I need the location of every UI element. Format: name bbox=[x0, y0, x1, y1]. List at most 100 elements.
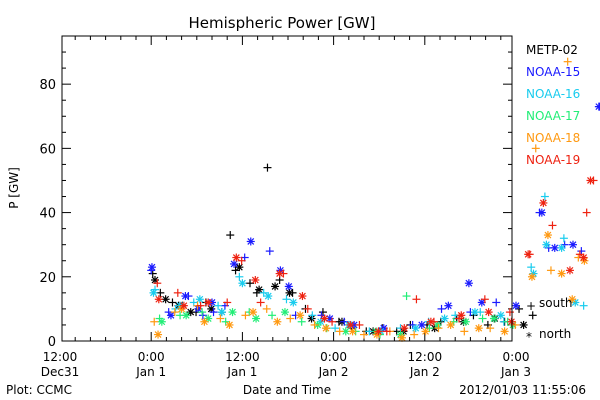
south-marker bbox=[216, 314, 225, 323]
north-marker bbox=[348, 327, 357, 336]
y-tick-label: 0 bbox=[48, 335, 56, 350]
south-marker bbox=[303, 304, 312, 313]
chart-title: Hemispheric Power [GW] bbox=[189, 14, 376, 32]
north-marker bbox=[232, 253, 241, 262]
south-marker bbox=[434, 324, 443, 333]
legend-series-label: NOAA-19 bbox=[526, 153, 580, 167]
south-marker bbox=[486, 324, 495, 333]
south-marker bbox=[437, 304, 446, 313]
plot-frame bbox=[61, 35, 513, 342]
south-marker bbox=[209, 308, 218, 317]
footer-credit: Plot: CCMC bbox=[6, 383, 72, 397]
y-tick-label: 40 bbox=[39, 207, 56, 222]
north-marker bbox=[251, 276, 260, 284]
south-marker bbox=[226, 231, 235, 240]
south-marker bbox=[546, 266, 555, 275]
x-tick-label-date: Jan 1 bbox=[135, 365, 166, 379]
north-marker bbox=[200, 317, 209, 326]
legend-series-label: NOAA-17 bbox=[526, 109, 580, 123]
north-marker bbox=[565, 266, 574, 275]
north-marker bbox=[539, 198, 548, 207]
north-marker bbox=[569, 240, 577, 249]
north-marker bbox=[322, 324, 330, 333]
north-marker bbox=[289, 298, 298, 307]
south-marker bbox=[540, 192, 549, 201]
south-marker bbox=[241, 311, 250, 320]
x-tick-label-time: 12:00 bbox=[225, 350, 260, 364]
south-marker bbox=[168, 298, 177, 307]
north-marker bbox=[461, 317, 470, 326]
north-marker bbox=[426, 317, 435, 326]
south-marker bbox=[480, 295, 489, 304]
north-marker bbox=[307, 314, 316, 323]
north-marker bbox=[586, 176, 595, 185]
north-marker bbox=[542, 240, 551, 249]
south-marker bbox=[256, 298, 265, 307]
south-marker bbox=[365, 327, 374, 336]
north-marker bbox=[440, 314, 449, 323]
south-marker bbox=[328, 317, 337, 326]
legend: METP-02 NOAA-15 NOAA-16 NOAA-17 NOAA-18 NOAA-… bbox=[526, 43, 580, 344]
north-marker bbox=[457, 311, 466, 320]
north-marker bbox=[228, 308, 237, 317]
north-marker bbox=[470, 308, 479, 317]
south-marker bbox=[412, 295, 421, 304]
south-marker bbox=[355, 320, 364, 329]
north-marker bbox=[157, 317, 166, 326]
north-marker bbox=[421, 327, 430, 336]
south-marker bbox=[282, 295, 291, 304]
north-marker bbox=[298, 292, 307, 301]
x-axis-label: Date and Time bbox=[243, 383, 331, 397]
legend-marker-label: north bbox=[539, 327, 571, 341]
north-marker bbox=[204, 298, 213, 307]
legend-marker-symbol: * bbox=[526, 330, 532, 344]
south-marker bbox=[297, 317, 306, 326]
south-marker bbox=[382, 327, 391, 336]
north-marker bbox=[181, 292, 190, 301]
south-marker bbox=[150, 317, 159, 326]
north-marker bbox=[273, 317, 282, 326]
south-marker bbox=[505, 308, 514, 317]
x-tick-label-time: 12:00 bbox=[408, 350, 443, 364]
north-marker bbox=[238, 279, 247, 288]
north-marker bbox=[284, 282, 293, 291]
north-marker bbox=[579, 253, 588, 262]
south-marker bbox=[402, 292, 411, 301]
south-marker bbox=[582, 208, 591, 217]
south-marker bbox=[263, 163, 272, 172]
north-marker bbox=[230, 259, 239, 268]
x-tick-label-date: Jan 2 bbox=[409, 365, 440, 379]
x-tick-label-time: 0:00 bbox=[503, 350, 530, 364]
north-marker bbox=[161, 295, 170, 304]
x-tick-label-time: 12:00 bbox=[43, 350, 78, 364]
y-tick-label: 20 bbox=[39, 271, 56, 286]
north-marker bbox=[264, 292, 273, 301]
south-marker bbox=[531, 144, 540, 153]
south-marker bbox=[156, 288, 165, 297]
north-marker bbox=[500, 327, 509, 336]
north-marker bbox=[249, 308, 258, 317]
south-marker bbox=[223, 298, 232, 307]
south-marker bbox=[198, 308, 207, 317]
x-tick-label-date: Jan 1 bbox=[226, 365, 257, 379]
legend-series-label: NOAA-18 bbox=[526, 131, 580, 145]
x-tick-label-time: 0:00 bbox=[138, 350, 165, 364]
data-markers bbox=[147, 57, 600, 342]
north-marker bbox=[594, 102, 600, 111]
north-marker bbox=[374, 327, 383, 336]
north-marker bbox=[400, 324, 409, 333]
south-marker bbox=[196, 301, 205, 310]
north-marker bbox=[411, 324, 420, 333]
north-marker bbox=[507, 317, 516, 326]
north-marker bbox=[464, 279, 473, 288]
y-axis-label: P [GW] bbox=[7, 167, 21, 209]
north-marker bbox=[154, 330, 163, 339]
north-marker bbox=[527, 272, 536, 281]
south-marker bbox=[170, 308, 179, 317]
south-marker bbox=[478, 314, 487, 323]
north-marker bbox=[398, 333, 406, 342]
south-marker bbox=[235, 272, 244, 281]
south-marker bbox=[310, 320, 319, 329]
